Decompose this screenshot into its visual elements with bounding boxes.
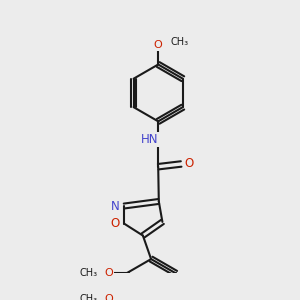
Text: CH₃: CH₃ — [170, 37, 188, 46]
Text: O: O — [105, 268, 113, 278]
Text: O: O — [105, 294, 113, 300]
Text: HN: HN — [141, 133, 159, 146]
Text: O: O — [185, 158, 194, 170]
Text: CH₃: CH₃ — [80, 294, 98, 300]
Text: O: O — [154, 40, 163, 50]
Text: N: N — [111, 200, 120, 212]
Text: O: O — [110, 217, 120, 230]
Text: CH₃: CH₃ — [80, 268, 98, 278]
